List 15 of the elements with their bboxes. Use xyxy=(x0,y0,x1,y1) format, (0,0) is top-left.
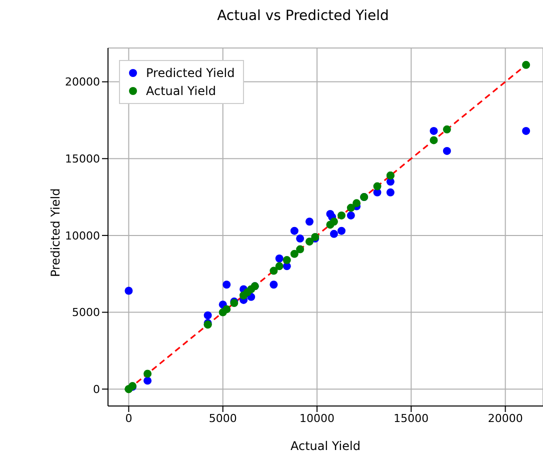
y-tick-label: 5000 xyxy=(72,306,100,320)
x-tick-label: 5000 xyxy=(208,412,237,425)
y-tick-label: 0 xyxy=(93,383,100,396)
chart-title: Actual vs Predicted Yield xyxy=(216,8,390,26)
y-axis-title: Predicted Yield xyxy=(48,188,62,277)
y-tick-label: 20000 xyxy=(65,76,100,89)
legend-label: Predicted Yield xyxy=(146,65,235,82)
y-tick-label: 15000 xyxy=(65,152,100,166)
x-tick-label: 20000 xyxy=(488,412,523,425)
x-tick-label: 0 xyxy=(125,412,132,425)
x-tick-label: 10000 xyxy=(300,412,335,425)
x-axis-title: Actual Yield xyxy=(290,439,360,453)
x-tick-label: 15000 xyxy=(394,412,429,425)
y-tick-label: 10000 xyxy=(65,229,100,242)
legend-label: Actual Yield xyxy=(146,83,216,100)
